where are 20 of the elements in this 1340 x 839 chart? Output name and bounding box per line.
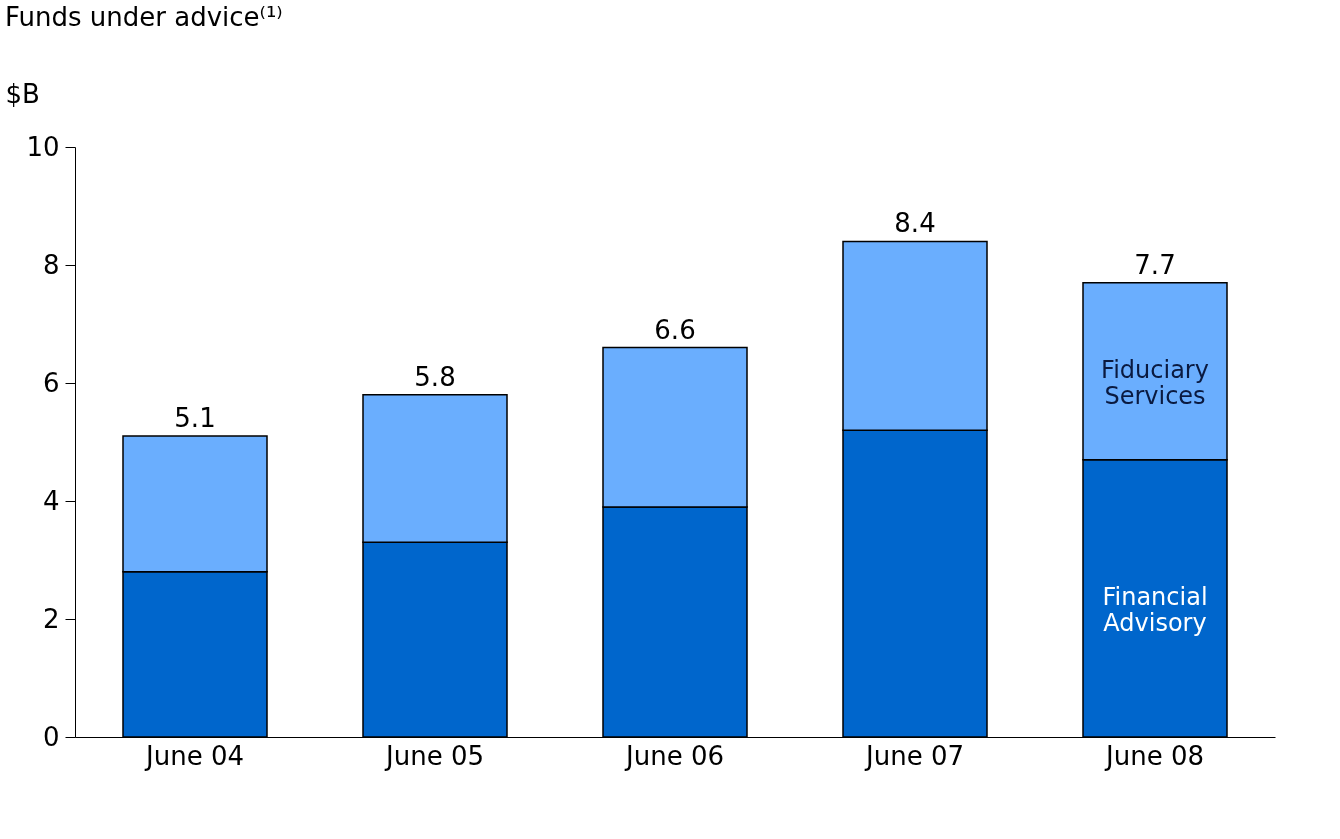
y-tick-label: 2 (42, 603, 60, 634)
series-label: Fiduciary Services (1101, 356, 1209, 411)
x-tick-label: June 08 (1104, 740, 1204, 771)
total-label: 7.7 (1134, 249, 1176, 280)
total-label: 5.1 (174, 403, 216, 434)
y-tick-label: 6 (42, 367, 60, 398)
total-label: 6.6 (654, 314, 696, 345)
y-tick-label: 4 (42, 485, 60, 516)
x-tick-label: June 06 (624, 740, 724, 771)
y-tick-label: 8 (42, 249, 60, 280)
y-axis-title: $B (5, 78, 40, 109)
y-tick-label: 10 (26, 131, 60, 162)
total-label: 5.8 (414, 361, 456, 392)
total-label: 8.4 (894, 208, 936, 239)
series-label: Financial Advisory (1102, 583, 1208, 638)
x-tick-label: June 05 (384, 740, 484, 771)
x-tick-label: June 04 (144, 740, 244, 771)
y-tick-label: 0 (42, 721, 60, 752)
chart-title: Funds under advice⁽¹⁾ (5, 2, 283, 32)
x-tick-label: June 07 (864, 740, 964, 771)
